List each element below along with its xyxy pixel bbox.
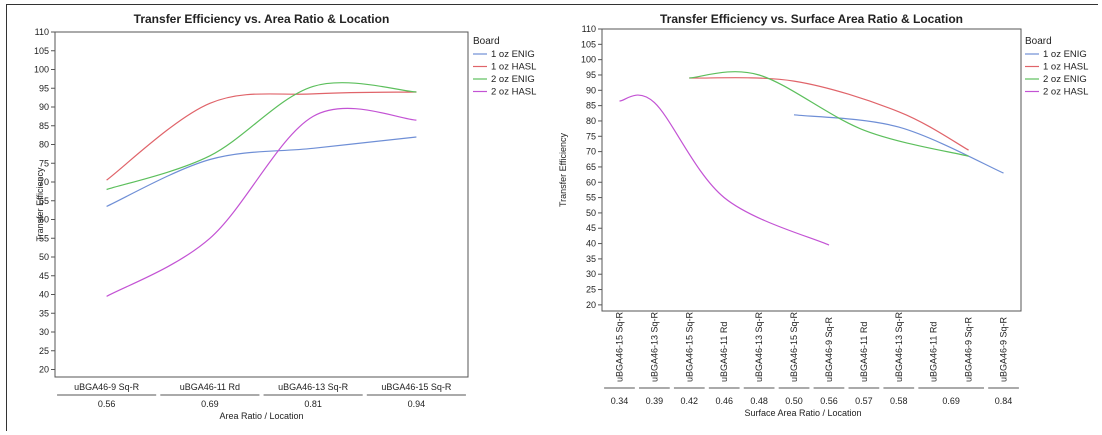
x-location-label: uBGA46-15 Sq-R <box>614 311 624 382</box>
x-location-label: uBGA46-9 Sq-R <box>999 316 1009 382</box>
x-category-label: uBGA46-13 Sq-R <box>278 382 349 392</box>
x-ratio-label: 0.48 <box>750 396 768 406</box>
y-tick-label: 55 <box>39 233 49 243</box>
y-tick-label: 80 <box>39 140 49 150</box>
x-ratio-label: 0.56 <box>98 399 116 409</box>
x-ratio-label: 0.50 <box>785 396 803 406</box>
series-line <box>106 82 417 191</box>
y-tick-label: 60 <box>586 177 596 187</box>
x-ratio-label: 0.69 <box>201 399 219 409</box>
x-location-label: uBGA46-9 Sq-R <box>964 316 974 382</box>
plot-frame <box>601 28 1022 312</box>
y-tick-label: 105 <box>581 39 596 49</box>
x-category-label: uBGA46-9 Sq-R <box>74 382 140 392</box>
x-location-label: uBGA46-11 Rd <box>929 322 939 382</box>
x-category-label: uBGA46-11 Rd <box>180 382 240 392</box>
x-ratio-label: 0.58 <box>890 396 908 406</box>
x-ratio-label: 0.81 <box>304 399 322 409</box>
y-tick-label: 35 <box>39 308 49 318</box>
legend-title: Board <box>473 36 500 47</box>
series-line <box>106 136 417 207</box>
x-ratio-label: 0.34 <box>611 396 629 406</box>
chart-surface-area-ratio: Transfer Efficiency vs. Surface Area Rat… <box>558 12 1088 418</box>
chart-title: Transfer Efficiency vs. Surface Area Rat… <box>660 12 963 26</box>
x-location-label: uBGA46-13 Sq-R <box>649 311 659 382</box>
y-tick-label: 55 <box>586 193 596 203</box>
y-tick-label: 105 <box>34 46 49 56</box>
y-tick-label: 90 <box>586 85 596 95</box>
y-tick-label: 70 <box>39 177 49 187</box>
x-location-label: uBGA46-15 Sq-R <box>789 311 799 382</box>
x-ratio-label: 0.69 <box>942 396 960 406</box>
y-tick-label: 85 <box>39 121 49 131</box>
x-ratio-label: 0.56 <box>820 396 838 406</box>
y-tick-label: 25 <box>39 346 49 356</box>
series-line <box>689 71 969 157</box>
legend-entry: 1 oz ENIG <box>1043 49 1087 60</box>
y-tick-label: 95 <box>39 83 49 93</box>
x-ratio-label: 0.42 <box>681 396 699 406</box>
chart-title: Transfer Efficiency vs. Area Ratio & Loc… <box>134 12 390 26</box>
y-tick-label: 45 <box>39 271 49 281</box>
y-tick-label: 90 <box>39 102 49 112</box>
y-tick-label: 85 <box>586 101 596 111</box>
x-ratio-label: 0.39 <box>646 396 664 406</box>
x-location-label: uBGA46-11 Rd <box>719 322 729 382</box>
y-tick-label: 45 <box>586 223 596 233</box>
legend-title: Board <box>1025 36 1052 47</box>
legend-entry: 2 oz HASL <box>1043 87 1088 98</box>
y-tick-label: 30 <box>39 327 49 337</box>
series-line <box>689 77 969 151</box>
legend-entry: 1 oz ENIG <box>491 49 535 60</box>
y-tick-label: 75 <box>39 158 49 168</box>
x-ratio-label: 0.84 <box>995 396 1013 406</box>
legend-entry: 2 oz ENIG <box>491 74 535 85</box>
series-line <box>106 91 417 181</box>
y-tick-label: 40 <box>39 290 49 300</box>
chart-area-ratio: Transfer Efficiency vs. Area Ratio & Loc… <box>34 12 536 421</box>
x-ratio-label: 0.57 <box>855 396 873 406</box>
series-line <box>619 94 830 246</box>
y-tick-label: 70 <box>586 147 596 157</box>
x-axis-label: Surface Area Ratio / Location <box>744 408 861 418</box>
x-ratio-label: 0.46 <box>715 396 733 406</box>
y-tick-label: 20 <box>586 300 596 310</box>
figure-border <box>6 4 1098 431</box>
y-tick-label: 95 <box>586 70 596 80</box>
y-tick-label: 65 <box>39 196 49 206</box>
y-tick-label: 110 <box>582 24 596 34</box>
x-location-label: uBGA46-13 Sq-R <box>894 311 904 382</box>
y-tick-label: 50 <box>586 208 596 218</box>
legend-entry: 1 oz HASL <box>491 62 536 73</box>
y-tick-label: 30 <box>586 269 596 279</box>
x-ratio-label: 0.94 <box>408 399 426 409</box>
x-axis-label: Area Ratio / Location <box>219 411 303 421</box>
y-axis-label: Transfer Efficiency <box>558 132 568 207</box>
x-location-label: uBGA46-15 Sq-R <box>684 311 694 382</box>
x-location-label: uBGA46-11 Rd <box>859 322 869 382</box>
y-tick-label: 25 <box>586 285 596 295</box>
legend-entry: 2 oz HASL <box>491 87 536 98</box>
legend-entry: 2 oz ENIG <box>1043 74 1087 85</box>
x-location-label: uBGA46-13 Sq-R <box>754 311 764 382</box>
y-tick-label: 20 <box>39 365 49 375</box>
y-tick-label: 65 <box>586 162 596 172</box>
y-tick-label: 100 <box>34 65 49 75</box>
y-tick-label: 35 <box>586 254 596 264</box>
x-location-label: uBGA46-9 Sq-R <box>824 316 834 382</box>
y-tick-label: 100 <box>581 55 596 65</box>
y-tick-label: 80 <box>586 116 596 126</box>
y-axis-label: Transfer Efficiency <box>35 167 45 242</box>
y-tick-label: 50 <box>39 252 49 262</box>
plot-frame <box>54 31 469 378</box>
y-tick-label: 110 <box>35 27 49 37</box>
y-tick-label: 75 <box>586 131 596 141</box>
series-line <box>106 107 417 297</box>
legend-entry: 1 oz HASL <box>1043 62 1088 73</box>
y-tick-label: 40 <box>586 239 596 249</box>
series-line <box>793 114 1004 174</box>
x-category-label: uBGA46-15 Sq-R <box>381 382 452 392</box>
y-tick-label: 60 <box>39 215 49 225</box>
